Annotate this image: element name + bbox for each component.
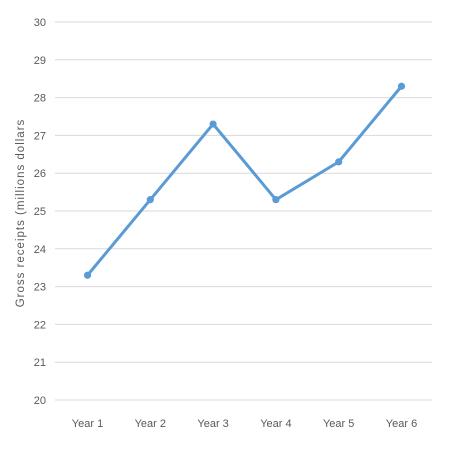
data-point xyxy=(335,158,343,166)
x-tick-label: Year 6 xyxy=(386,418,417,430)
y-tick-label: 21 xyxy=(34,357,46,369)
x-tick-label: Year 5 xyxy=(323,418,354,430)
y-tick-label: 26 xyxy=(34,168,46,180)
series-line xyxy=(86,84,403,277)
data-point xyxy=(146,196,154,204)
y-tick-label: 24 xyxy=(34,244,46,256)
y-tick-label: 28 xyxy=(34,93,46,105)
y-axis-label: Gross receipts (millions dollars xyxy=(15,118,27,308)
y-tick-label: 23 xyxy=(34,282,46,294)
y-tick-label: 29 xyxy=(34,55,46,67)
y-tick-label: 27 xyxy=(34,130,46,142)
series-layer xyxy=(83,82,406,279)
x-tick-label: Year 2 xyxy=(135,418,166,430)
data-point xyxy=(272,196,280,204)
y-tick-label: 20 xyxy=(34,395,46,407)
y-axis-ticks: 20 21 22 23 24 25 26 27 28 29 30 xyxy=(34,17,46,407)
data-point xyxy=(209,120,217,128)
x-tick-label: Year 1 xyxy=(72,418,103,430)
y-tick-label: 25 xyxy=(34,206,46,218)
gridlines xyxy=(55,21,432,401)
data-point xyxy=(397,82,406,90)
data-point xyxy=(83,271,92,279)
y-tick-label: 30 xyxy=(34,17,46,29)
x-tick-label: Year 4 xyxy=(260,418,291,430)
y-tick-label: 22 xyxy=(34,319,46,331)
x-tick-label: Year 3 xyxy=(197,418,228,430)
x-axis-ticks: Year 1 Year 2 Year 3 Year 4 Year 5 Year 6 xyxy=(72,418,417,430)
